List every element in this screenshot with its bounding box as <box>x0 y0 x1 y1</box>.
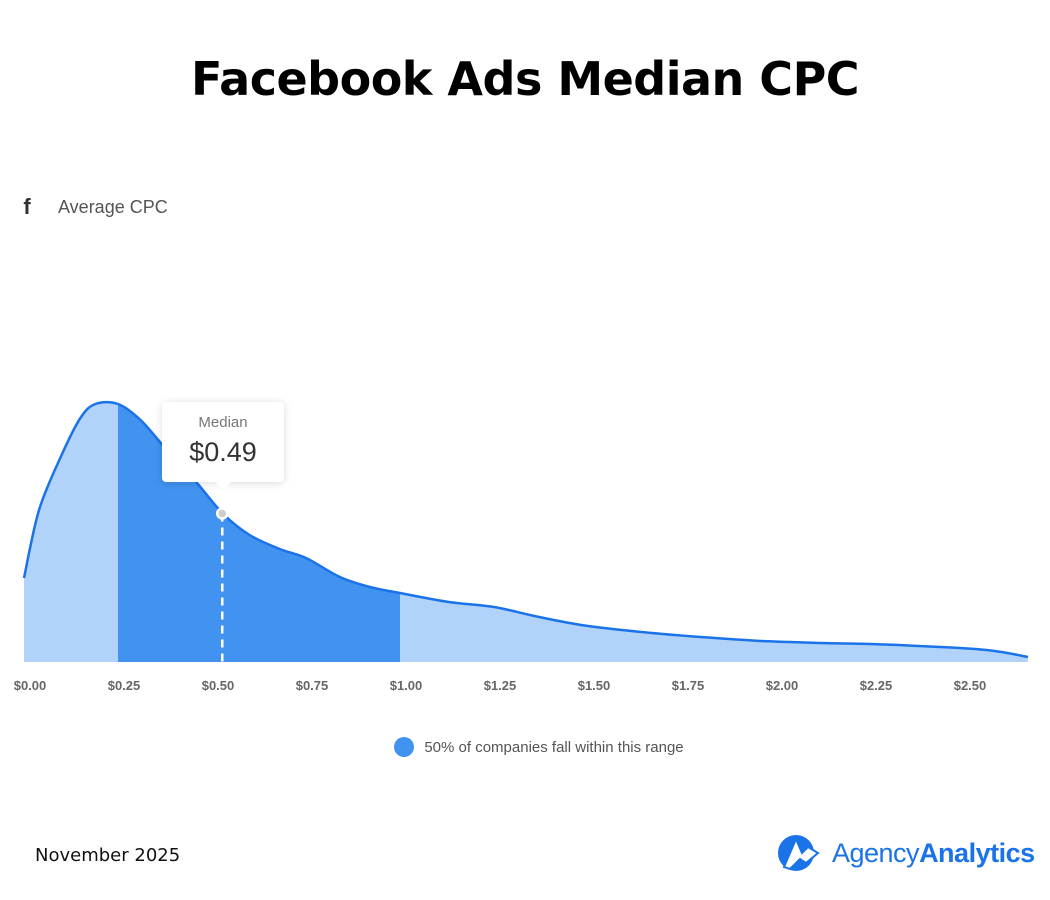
x-tick-label: $2.25 <box>860 678 893 693</box>
x-tick-label: $1.75 <box>672 678 705 693</box>
median-value: $0.49 <box>189 437 257 467</box>
x-tick-label: $1.50 <box>578 678 611 693</box>
series-label: f Average CPC <box>18 194 168 220</box>
x-tick-label: $2.00 <box>766 678 799 693</box>
density-line <box>22 400 1029 659</box>
series-name: Average CPC <box>58 196 168 217</box>
legend-dot <box>394 737 415 757</box>
chart-title: Facebook Ads Median CPC <box>190 52 860 106</box>
agency-analytics-logo-icon <box>778 835 820 871</box>
median-tooltip: Median $0.49 <box>162 402 284 490</box>
date-label: November 2025 <box>35 845 181 866</box>
x-tick-label: $2.50 <box>954 678 987 693</box>
x-tick-label: $0.00 <box>14 678 47 693</box>
legend: 50% of companies fall within this range <box>0 737 1050 757</box>
brand-logo: AgencyAnalytics <box>776 833 1035 873</box>
brand-bold: Analytics <box>919 837 1035 868</box>
x-tick-label: $0.50 <box>202 678 235 693</box>
x-tick-label: $1.25 <box>484 678 517 693</box>
legend-text: 50% of companies fall within this range <box>424 738 684 756</box>
facebook-icon: f <box>23 194 31 219</box>
median-label: Median <box>198 414 248 431</box>
x-tick-label: $0.75 <box>296 678 329 693</box>
x-tick-label: $1.00 <box>390 678 423 693</box>
median-marker <box>215 507 229 520</box>
x-tick-label: $0.25 <box>108 678 141 693</box>
density-chart: $0.00 $0.25 $0.50 $0.75 $1.00 $1.25 $1.50 $1.75… <box>14 400 1029 693</box>
range-area <box>118 402 400 662</box>
brand-light: Agency <box>832 837 920 868</box>
